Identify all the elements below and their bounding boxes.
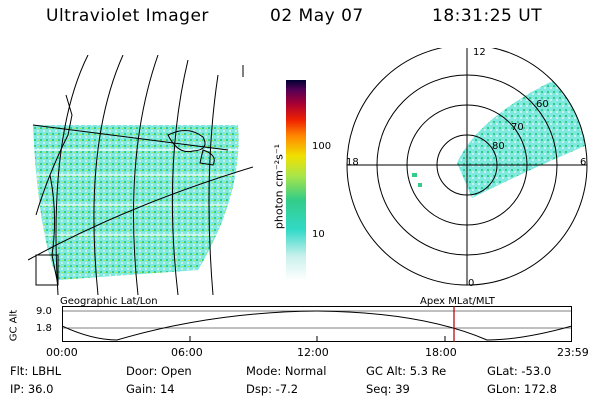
time-label: 18:31:25 UT <box>432 6 543 26</box>
time-tick-2359: 23:59 <box>557 346 589 359</box>
mlt-label-0: 0 <box>468 278 475 289</box>
mlt-label-18: 18 <box>346 157 359 168</box>
time-tick-0000: 00:00 <box>46 346 78 359</box>
instrument-title: Ultraviolet Imager <box>46 6 209 26</box>
mlt-label-12: 12 <box>473 47 486 58</box>
mlat-label-60: 60 <box>536 99 549 110</box>
info-seq: Seq: 39 <box>366 382 410 396</box>
polar-caption: Apex MLat/MLT <box>420 296 495 307</box>
mlt-label-6: 6 <box>580 157 587 168</box>
info-mode: Mode: Normal <box>246 364 327 378</box>
info-gc-alt: GC Alt: 5.3 Re <box>366 364 447 378</box>
time-tick-0600: 06:00 <box>171 346 203 359</box>
polar-plot <box>346 48 588 286</box>
altitude-strip <box>62 306 572 342</box>
colorbar-unit-label: photon cm⁻²s⁻¹ <box>272 143 286 230</box>
info-glon: GLon: 172.8 <box>487 382 557 396</box>
colorbar <box>286 80 306 280</box>
info-ip: IP: 36.0 <box>10 382 54 396</box>
mlat-label-70: 70 <box>511 122 524 133</box>
colorbar-tick-100: 100 <box>312 141 332 152</box>
info-dsp: Dsp: -7.2 <box>246 382 299 396</box>
info-door: Door: Open <box>126 364 192 378</box>
altitude-ylabel: GC Alt <box>8 309 20 342</box>
time-tick-1200: 12:00 <box>297 346 329 359</box>
info-glat: GLat: -53.0 <box>487 364 552 378</box>
info-gain: Gain: 14 <box>126 382 175 396</box>
time-tick-1800: 18:00 <box>425 346 457 359</box>
mlat-label-80: 80 <box>492 141 505 152</box>
date-label: 02 May 07 <box>270 6 364 26</box>
colorbar-tick-10: 10 <box>312 229 325 240</box>
altitude-ytick-9: 9.0 <box>36 306 52 317</box>
geographic-map <box>28 55 253 295</box>
info-filter: Flt: LBHL <box>10 364 62 378</box>
map-caption: Geographic Lat/Lon <box>60 296 158 307</box>
altitude-ytick-1-8: 1.8 <box>36 323 52 334</box>
